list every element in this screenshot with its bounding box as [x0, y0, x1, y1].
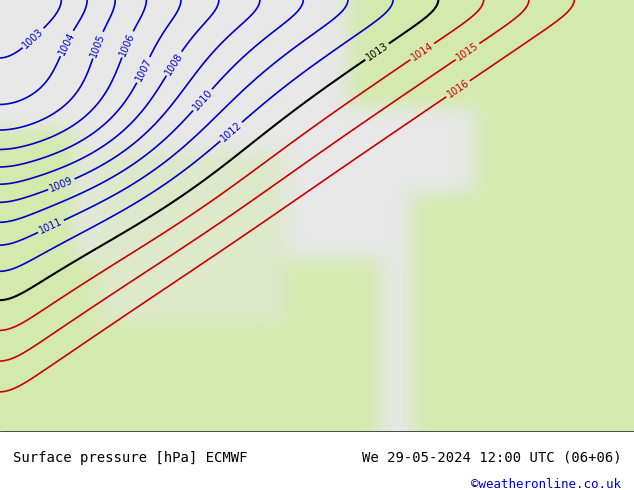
Text: 1008: 1008: [163, 50, 184, 76]
Text: 1016: 1016: [445, 78, 471, 100]
Text: 1014: 1014: [410, 41, 435, 63]
Text: 1010: 1010: [191, 87, 214, 112]
Text: 1004: 1004: [56, 30, 77, 56]
Text: 1009: 1009: [48, 175, 75, 194]
Text: 1007: 1007: [133, 57, 153, 83]
Text: 1005: 1005: [89, 32, 107, 58]
Text: ©weatheronline.co.uk: ©weatheronline.co.uk: [471, 478, 621, 490]
Text: 1015: 1015: [455, 41, 481, 63]
Text: 1012: 1012: [219, 120, 243, 144]
Text: 1003: 1003: [21, 26, 46, 50]
Text: We 29-05-2024 12:00 UTC (06+06): We 29-05-2024 12:00 UTC (06+06): [361, 451, 621, 465]
Text: 1006: 1006: [118, 31, 137, 57]
Text: 1013: 1013: [364, 41, 390, 63]
Text: Surface pressure [hPa] ECMWF: Surface pressure [hPa] ECMWF: [13, 451, 247, 465]
Text: 1011: 1011: [37, 217, 64, 236]
